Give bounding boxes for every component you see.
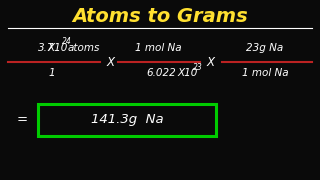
Text: 6.022: 6.022 [146, 68, 176, 78]
Text: 1: 1 [49, 68, 55, 78]
Text: 23: 23 [193, 64, 203, 73]
Text: X: X [106, 55, 114, 69]
Text: 141.3g  Na: 141.3g Na [91, 114, 163, 127]
Text: 1 mol Na: 1 mol Na [135, 43, 181, 53]
Text: 24: 24 [62, 37, 72, 46]
Text: 3.7: 3.7 [38, 43, 54, 53]
Text: X10: X10 [47, 43, 68, 53]
Text: 1 mol Na: 1 mol Na [242, 68, 288, 78]
Text: X10: X10 [177, 68, 197, 78]
Text: X: X [206, 55, 214, 69]
Text: Atoms to Grams: Atoms to Grams [72, 8, 248, 26]
Text: 23g Na: 23g Na [246, 43, 284, 53]
Text: atoms: atoms [68, 43, 100, 53]
Text: =: = [16, 114, 28, 127]
